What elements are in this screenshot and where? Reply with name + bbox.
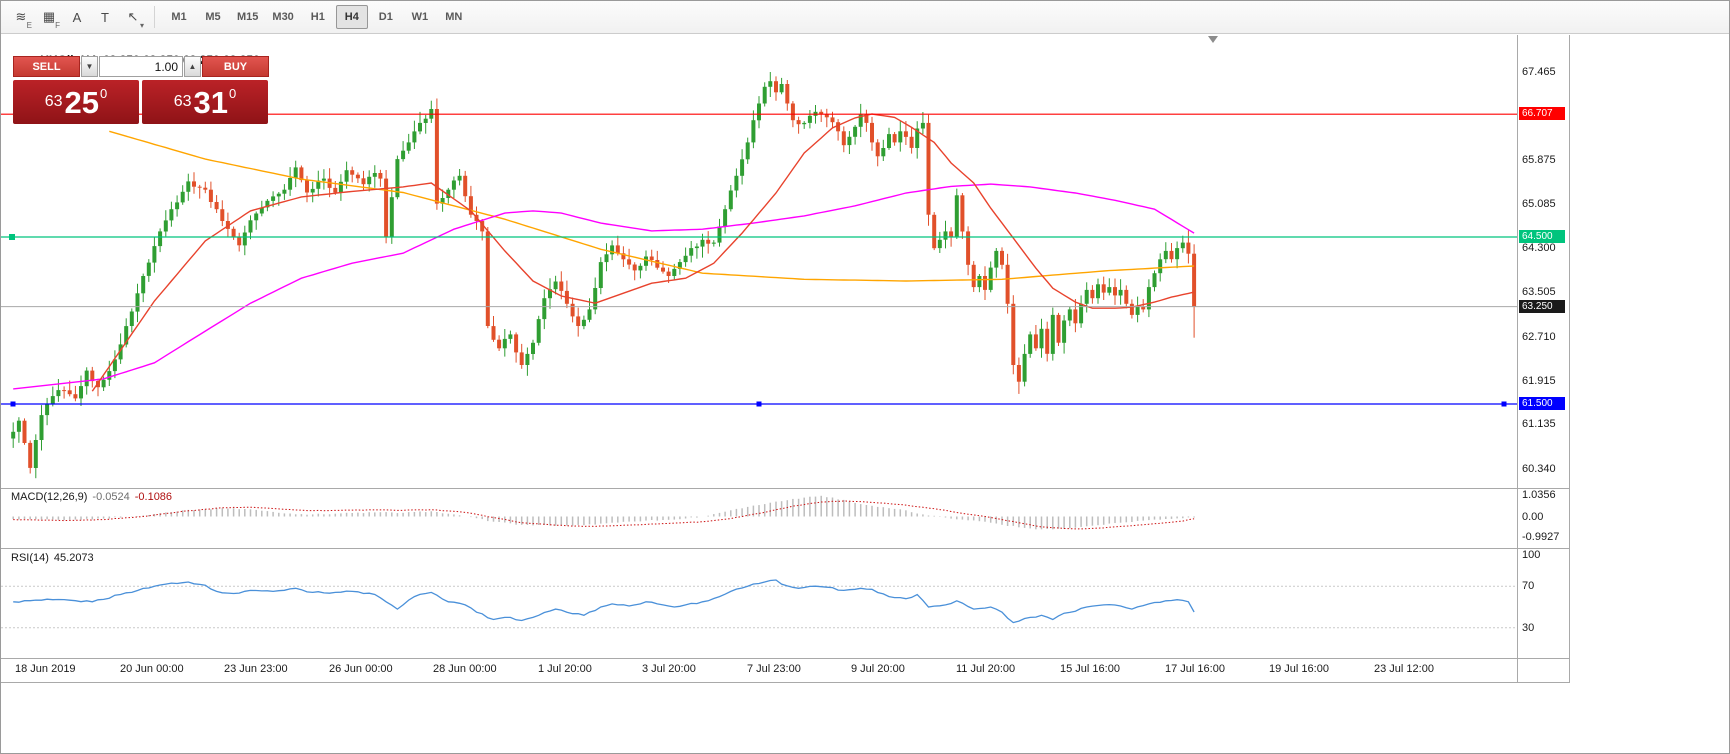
rsi-label: RSI(14) 45.2073 bbox=[11, 552, 99, 564]
volume-input[interactable] bbox=[99, 56, 183, 77]
timeframe-h1[interactable]: H1 bbox=[310, 11, 325, 23]
hline-handle bbox=[10, 401, 16, 407]
bid-price-label: 63.250 bbox=[1519, 300, 1565, 313]
drawing-tools-group: ≋ E ▦ F A T ↖ ▾ bbox=[7, 4, 147, 30]
buy-price-tile[interactable]: 63 31 0 bbox=[142, 80, 268, 124]
time-tick-label: 23 Jul 12:00 bbox=[1374, 663, 1434, 675]
time-axis[interactable]: 18 Jun 2019 20 Jun 00:00 23 Jun 23:00 26 Ju… bbox=[1, 659, 1517, 682]
time-tick-label: 28 Jun 00:00 bbox=[433, 663, 497, 675]
price-axis-border bbox=[1517, 35, 1518, 683]
price-tick-label: 61.915 bbox=[1522, 375, 1556, 387]
timeframe-m15[interactable]: M15 bbox=[237, 11, 259, 23]
sell-price-tile[interactable]: 63 25 0 bbox=[13, 80, 139, 124]
rsi-tick-label: 100 bbox=[1522, 549, 1541, 561]
time-tick-label: 11 Jul 20:00 bbox=[956, 663, 1016, 675]
rsi-canvas[interactable] bbox=[1, 549, 1517, 658]
chart-window-right-border bbox=[1569, 35, 1570, 683]
font-tool-icon[interactable]: A bbox=[72, 9, 82, 25]
time-axis-separator bbox=[1, 658, 1570, 659]
price-chart-canvas[interactable] bbox=[1, 35, 1517, 488]
buy-price-pips: 31 bbox=[193, 84, 229, 120]
macd-canvas[interactable] bbox=[1, 489, 1517, 548]
macd-signal-line bbox=[13, 500, 1195, 530]
timeframe-m5[interactable]: M5 bbox=[205, 11, 221, 23]
timeframe-h4[interactable]: H4 bbox=[335, 5, 368, 29]
timeframe-d1[interactable]: D1 bbox=[378, 11, 393, 23]
app-toolbar: ≋ E ▦ F A T ↖ ▾ M1 M5 M15 M30 H1 H4 D1 W1 MN bbox=[1, 1, 1729, 34]
sell-button[interactable]: SELL bbox=[13, 56, 80, 77]
price-tick-label: 60.340 bbox=[1522, 463, 1556, 475]
price-tick-label: 62.710 bbox=[1522, 331, 1556, 343]
sell-price-main: 63 bbox=[44, 93, 63, 110]
buy-price-point: 0 bbox=[229, 85, 237, 101]
price-tick-label: 65.875 bbox=[1522, 154, 1556, 166]
timeframe-w1[interactable]: W1 bbox=[411, 11, 429, 23]
candles bbox=[11, 72, 1197, 479]
time-tick-label: 26 Jun 00:00 bbox=[329, 663, 393, 675]
time-tick-label: 3 Jul 20:00 bbox=[642, 663, 696, 675]
cursor-tool-icon[interactable]: ↖ ▾ bbox=[127, 9, 144, 30]
price-tick-label: 61.135 bbox=[1522, 418, 1556, 430]
price-tick-label: 65.085 bbox=[1522, 198, 1556, 210]
buy-price-main: 63 bbox=[173, 93, 192, 110]
rsi-line bbox=[13, 579, 1195, 624]
price-tick-label: 63.505 bbox=[1522, 286, 1556, 298]
chart-pencil-icon[interactable]: ≋ E bbox=[15, 9, 32, 30]
ma-mid-magenta bbox=[13, 183, 1195, 390]
buy-button[interactable]: BUY bbox=[202, 56, 269, 77]
macd-value-signal: -0.1086 bbox=[134, 491, 173, 503]
time-tick-label: 9 Jul 20:00 bbox=[851, 663, 905, 675]
volume-increase-button[interactable]: ▲ bbox=[184, 56, 201, 77]
hline-left-marker bbox=[9, 234, 15, 240]
rsi-tick-label: 70 bbox=[1522, 580, 1535, 592]
hline-handle bbox=[1501, 401, 1507, 407]
sell-price-point: 0 bbox=[100, 85, 108, 101]
timeframe-mn[interactable]: MN bbox=[445, 11, 463, 23]
macd-tick-label: 0.00 bbox=[1522, 511, 1544, 523]
macd-name: MACD(12,26,9) bbox=[11, 491, 88, 503]
rsi-panel-separator[interactable] bbox=[1, 548, 1570, 549]
macd-histogram bbox=[12, 495, 1195, 530]
rsi-value: 45.2073 bbox=[53, 552, 94, 564]
macd-label: MACD(12,26,9) -0.0524 -0.1086 bbox=[11, 491, 177, 503]
hline-price-label-66.707[interactable]: 66.707 bbox=[1519, 107, 1565, 120]
hline-price-label-61.500[interactable]: 61.500 bbox=[1519, 397, 1565, 410]
price-tick-label: 64.300 bbox=[1522, 242, 1556, 254]
volume-decrease-button[interactable]: ▼ bbox=[81, 56, 98, 77]
macd-tick-label: 1.0356 bbox=[1522, 489, 1556, 501]
sell-price-pips: 25 bbox=[64, 84, 100, 120]
time-tick-label: 20 Jun 00:00 bbox=[120, 663, 184, 675]
chart-window-bottom-border bbox=[1, 682, 1570, 683]
time-tick-label: 19 Jul 16:00 bbox=[1269, 663, 1329, 675]
hline-price-label-64.500[interactable]: 64.500 bbox=[1519, 230, 1565, 243]
time-tick-label: 23 Jun 23:00 bbox=[224, 663, 288, 675]
timeframe-m30[interactable]: M30 bbox=[272, 11, 294, 23]
grid-icon[interactable]: ▦ F bbox=[42, 9, 60, 30]
time-tick-label: 1 Jul 20:00 bbox=[538, 663, 592, 675]
timeframe-buttons-group: M1 M5 M15 M30 H1 H4 D1 W1 MN bbox=[162, 5, 471, 29]
hline-handle bbox=[756, 401, 762, 407]
price-tick-label: 67.465 bbox=[1522, 66, 1556, 78]
rsi-name: RSI(14) bbox=[11, 552, 49, 564]
time-tick-label: 17 Jul 16:00 bbox=[1165, 663, 1225, 675]
ma-slow-orange bbox=[109, 130, 1195, 282]
timeframe-m1[interactable]: M1 bbox=[171, 11, 187, 23]
rsi-tick-label: 30 bbox=[1522, 622, 1535, 634]
time-tick-label: 18 Jun 2019 bbox=[15, 663, 76, 675]
toolbar-separator bbox=[154, 6, 155, 28]
time-tick-label: 7 Jul 23:00 bbox=[747, 663, 801, 675]
ma-fast-red bbox=[91, 113, 1195, 392]
macd-tick-label: -0.9927 bbox=[1522, 531, 1560, 543]
chart-shift-marker[interactable] bbox=[1208, 36, 1218, 43]
macd-panel-separator[interactable] bbox=[1, 488, 1570, 489]
text-label-tool-icon[interactable]: T bbox=[101, 9, 109, 25]
macd-value-main: -0.0524 bbox=[92, 491, 130, 503]
time-tick-label: 15 Jul 16:00 bbox=[1060, 663, 1120, 675]
